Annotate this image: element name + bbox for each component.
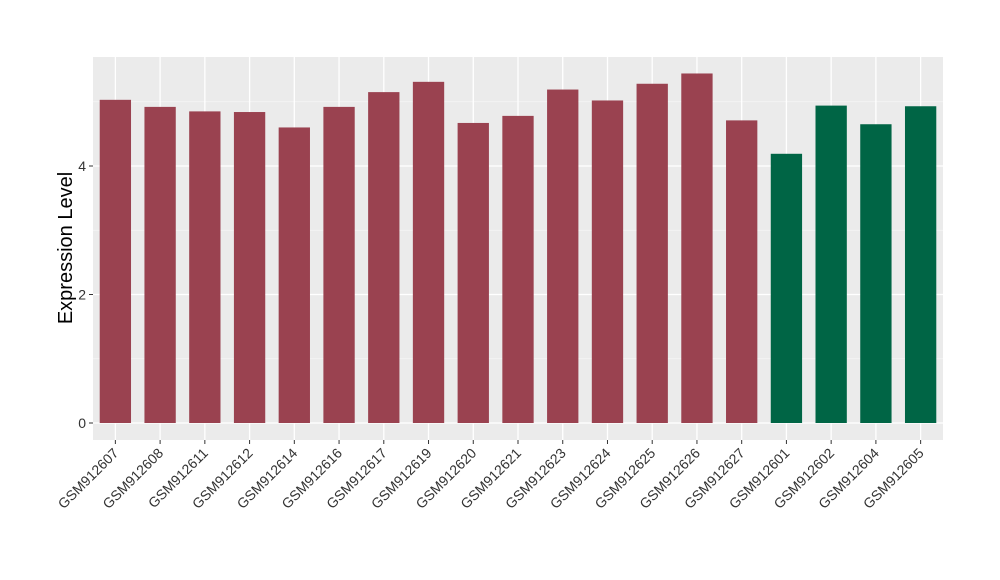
bar-GSM912604 <box>860 124 892 424</box>
bar-GSM912607 <box>99 99 132 423</box>
bar-GSM912624 <box>591 100 624 423</box>
bar-GSM912617 <box>368 92 400 424</box>
bar-GSM912616 <box>323 106 355 423</box>
bar-GSM912605 <box>904 106 937 423</box>
bar-GSM912608 <box>144 106 176 423</box>
bar-GSM912611 <box>189 111 221 423</box>
bar-GSM912601 <box>770 153 803 424</box>
bar-GSM912612 <box>233 112 266 423</box>
y-axis-title: Expression Level <box>55 172 77 324</box>
y-tick-label: 0 <box>78 415 86 431</box>
bar-GSM912623 <box>547 89 579 423</box>
bar-GSM912614 <box>278 127 310 423</box>
bar-GSM912626 <box>681 73 713 423</box>
bar-GSM912627 <box>726 120 758 423</box>
bar-GSM912602 <box>815 105 847 423</box>
bar-GSM912625 <box>636 83 668 423</box>
y-axis: 0 2 4 <box>78 158 93 431</box>
bar-GSM912621 <box>502 115 534 423</box>
x-axis: GSM912607GSM912608GSM912611GSM912612GSM9… <box>55 440 927 512</box>
bar-GSM912619 <box>412 81 445 424</box>
y-tick-label: 4 <box>78 158 86 174</box>
bars <box>99 73 937 424</box>
y-tick-label: 2 <box>78 287 86 303</box>
bar-GSM912620 <box>457 122 489 423</box>
